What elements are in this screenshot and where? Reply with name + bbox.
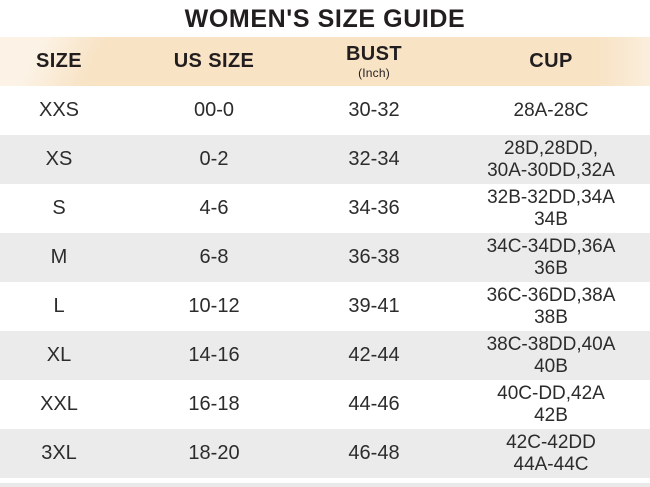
cup-line: 44A-44C — [513, 453, 589, 475]
cell-size: XXL — [40, 393, 78, 415]
cup-line: 40B — [534, 355, 568, 377]
cup-line: 36B — [534, 257, 568, 279]
table-row: L 10-12 39-41 36C-36DD,38A 38B — [0, 282, 650, 331]
cell-size: 3XL — [41, 442, 77, 464]
cup-line: 42B — [534, 404, 568, 426]
cup-line: 28A-28C — [513, 99, 589, 121]
table-row: XXL 16-18 44-46 40C-DD,42A 42B — [0, 380, 650, 429]
cell-cup: 38C-38DD,40A 40B — [438, 331, 650, 380]
cell-us-size: 16-18 — [188, 393, 240, 415]
table-row: 3XL 18-20 46-48 42C-42DD 44A-44C — [0, 429, 650, 478]
size-table: SIZE US SIZE BUST (Inch) CUP XXS 00-0 30-3… — [0, 37, 650, 478]
cell-bust: 42-44 — [348, 344, 400, 366]
cell-size: XXS — [38, 99, 80, 121]
cell-us-size: 18-20 — [188, 442, 240, 464]
column-header-size-label: SIZE — [35, 50, 83, 72]
table-header-row: SIZE US SIZE BUST (Inch) CUP — [0, 37, 650, 86]
size-table-body: XXS 00-0 30-32 28A-28C XS 0-2 32-34 28D,28DD, 30… — [0, 86, 650, 478]
cell-us-size: 0-2 — [199, 148, 229, 170]
cell-bust: 34-36 — [348, 197, 400, 219]
column-header-bust: BUST (Inch) — [310, 37, 438, 86]
cell-cup: 34C-34DD,36A 36B — [438, 233, 650, 282]
cell-cup: 42C-42DD 44A-44C — [438, 429, 650, 478]
cup-line: 38C-38DD,40A — [486, 333, 616, 355]
cell-cup: 40C-DD,42A 42B — [438, 380, 650, 429]
cup-line: 34C-34DD,36A — [486, 235, 616, 257]
cell-us-size: 4-6 — [199, 197, 229, 219]
bottom-strip — [0, 478, 650, 483]
table-row: M 6-8 36-38 34C-34DD,36A 36B — [0, 233, 650, 282]
cup-line: 30A-30DD,32A — [487, 159, 615, 181]
cup-line: 42C-42DD — [506, 431, 596, 453]
table-row: XS 0-2 32-34 28D,28DD, 30A-30DD,32A — [0, 135, 650, 184]
cell-bust: 36-38 — [348, 246, 400, 268]
cell-bust: 46-48 — [348, 442, 400, 464]
column-header-cup: CUP — [438, 37, 650, 86]
cell-cup: 28A-28C — [438, 86, 650, 135]
cup-line: 38B — [534, 306, 568, 328]
column-header-cup-label: CUP — [529, 50, 573, 72]
cup-line: 34B — [534, 208, 568, 230]
cup-line: 36C-36DD,38A — [486, 284, 616, 306]
column-header-size: SIZE — [0, 37, 118, 86]
cup-line: 28D,28DD, — [504, 137, 598, 159]
cell-bust: 39-41 — [348, 295, 400, 317]
cup-line: 40C-DD,42A — [497, 382, 605, 404]
table-row: S 4-6 34-36 32B-32DD,34A 34B — [0, 184, 650, 233]
column-header-us-size-label: US SIZE — [173, 50, 255, 72]
table-row: XL 14-16 42-44 38C-38DD,40A 40B — [0, 331, 650, 380]
page-title: WOMEN'S SIZE GUIDE — [184, 5, 466, 33]
cell-bust: 32-34 — [348, 148, 400, 170]
cell-us-size: 6-8 — [199, 246, 229, 268]
cell-bust: 30-32 — [348, 99, 400, 121]
column-header-bust-label: BUST — [345, 42, 403, 65]
cell-cup: 28D,28DD, 30A-30DD,32A — [438, 135, 650, 184]
cup-line: 32B-32DD,34A — [487, 186, 615, 208]
cell-size: M — [50, 246, 68, 268]
cell-size: XL — [46, 344, 72, 366]
bottom-edge — [0, 483, 650, 487]
cell-us-size: 00-0 — [193, 99, 235, 121]
column-header-us-size: US SIZE — [118, 37, 310, 86]
cell-size: L — [53, 295, 65, 317]
cell-us-size: 14-16 — [188, 344, 240, 366]
table-row: XXS 00-0 30-32 28A-28C — [0, 86, 650, 135]
cell-size: XS — [45, 148, 73, 170]
column-header-bust-unit: (Inch) — [358, 65, 390, 80]
cell-size: S — [52, 197, 66, 219]
cell-us-size: 10-12 — [188, 295, 240, 317]
cell-cup: 36C-36DD,38A 38B — [438, 282, 650, 331]
cell-bust: 44-46 — [348, 393, 400, 415]
cell-cup: 32B-32DD,34A 34B — [438, 184, 650, 233]
